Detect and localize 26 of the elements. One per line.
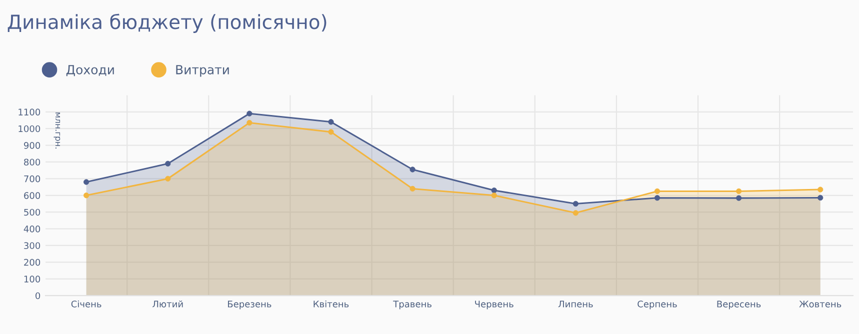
y-tick-label: 400 bbox=[24, 226, 40, 232]
x-tick-label: Червень bbox=[475, 300, 514, 310]
y-tick-label: 700 bbox=[24, 175, 40, 182]
y-tick-label: 1100 bbox=[18, 108, 40, 116]
legend-label: Витрати bbox=[176, 65, 229, 77]
x-tick-label: Липень bbox=[558, 300, 593, 308]
y-tick-label: 1000 bbox=[18, 125, 40, 132]
x-tick-label: Жовтень bbox=[799, 300, 842, 308]
y-tick-label: 900 bbox=[24, 142, 40, 149]
y-tick-label: 600 bbox=[24, 192, 40, 199]
x-tick-label: Вересень bbox=[717, 300, 761, 310]
y-tick-label: 100 bbox=[24, 276, 40, 282]
y-tick-label: 0 bbox=[36, 292, 40, 300]
y-tick-label: 500 bbox=[24, 208, 40, 216]
x-tick-label: Травень bbox=[393, 300, 432, 310]
y-tick-label: 200 bbox=[24, 258, 40, 266]
y-tick-label: 800 bbox=[24, 158, 40, 166]
legend-label: Доходи bbox=[66, 65, 114, 76]
x-tick-label: Лютий bbox=[152, 300, 183, 308]
y-tick-label: 300 bbox=[24, 242, 40, 250]
x-tick-label: Березень bbox=[228, 300, 272, 310]
x-tick-label: Січень bbox=[71, 300, 102, 308]
chart-title: Динаміка бюджету (помісячно) bbox=[8, 14, 326, 33]
x-tick-label: Квітень bbox=[314, 300, 349, 308]
x-tick-label: Серпень bbox=[638, 300, 677, 310]
y-axis-title: млн.грн. bbox=[54, 112, 60, 148]
